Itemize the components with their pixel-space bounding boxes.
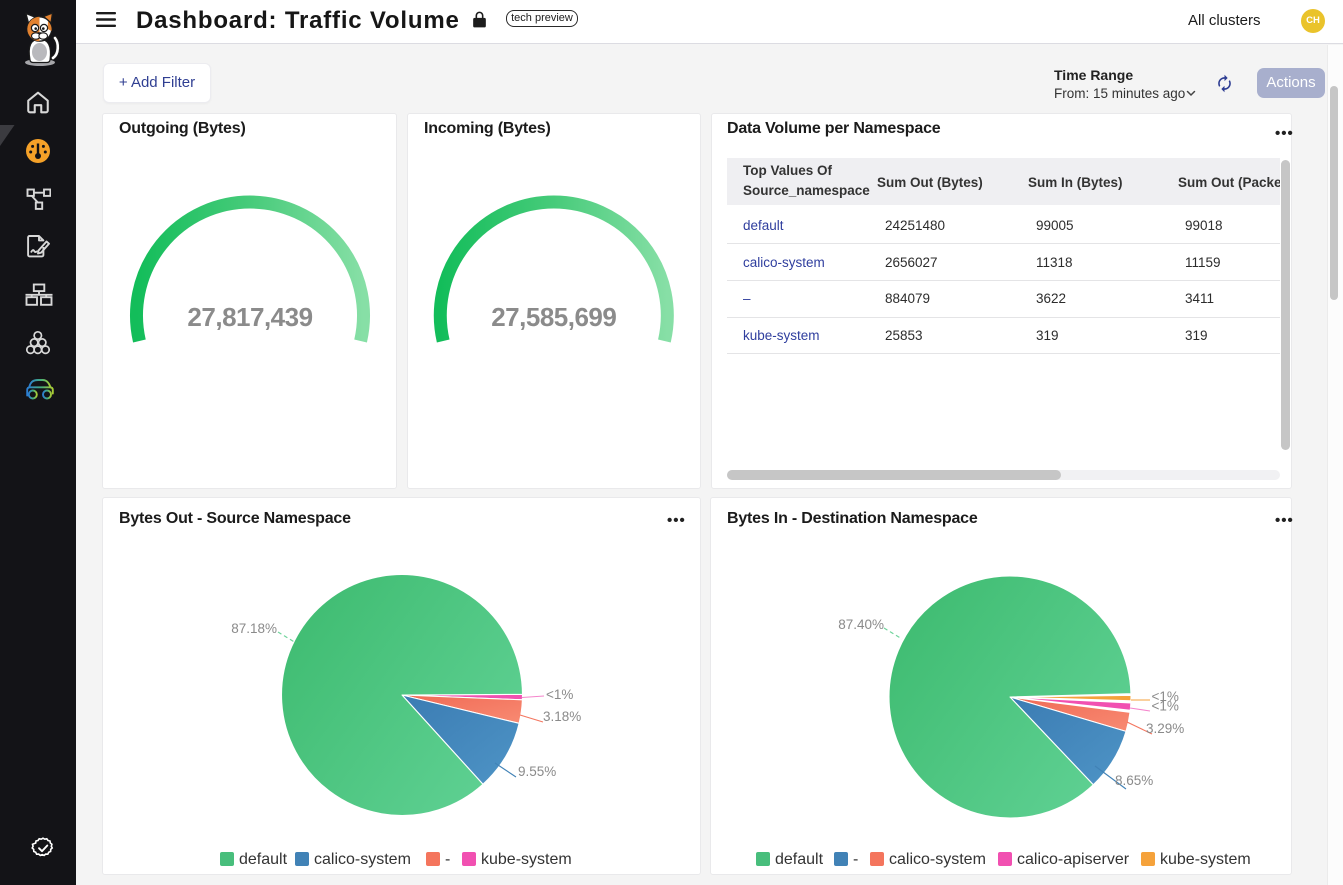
svg-text:87.18%: 87.18% [231, 621, 277, 636]
svg-text:kube-system: kube-system [481, 851, 572, 868]
svg-text:<1%: <1% [1152, 689, 1179, 704]
svg-text:-: - [445, 851, 450, 868]
svg-text:<1%: <1% [546, 687, 573, 702]
svg-text:27,585,699: 27,585,699 [491, 302, 616, 332]
svg-text:27,817,439: 27,817,439 [187, 302, 312, 332]
svg-text:-: - [853, 851, 858, 868]
svg-text:87.40%: 87.40% [838, 617, 884, 632]
svg-text:8.65%: 8.65% [1115, 773, 1153, 788]
svg-text:3.29%: 3.29% [1146, 721, 1184, 736]
svg-text:9.55%: 9.55% [518, 764, 556, 779]
svg-text:<1%: <1% [1152, 699, 1179, 714]
svg-text:calico-system: calico-system [314, 851, 411, 868]
svg-text:calico-system: calico-system [889, 851, 986, 868]
svg-text:calico-apiserver: calico-apiserver [1017, 851, 1130, 868]
svg-text:3.18%: 3.18% [543, 709, 581, 724]
svg-text:default: default [775, 851, 824, 868]
svg-text:default: default [239, 851, 288, 868]
svg-text:kube-system: kube-system [1160, 851, 1251, 868]
